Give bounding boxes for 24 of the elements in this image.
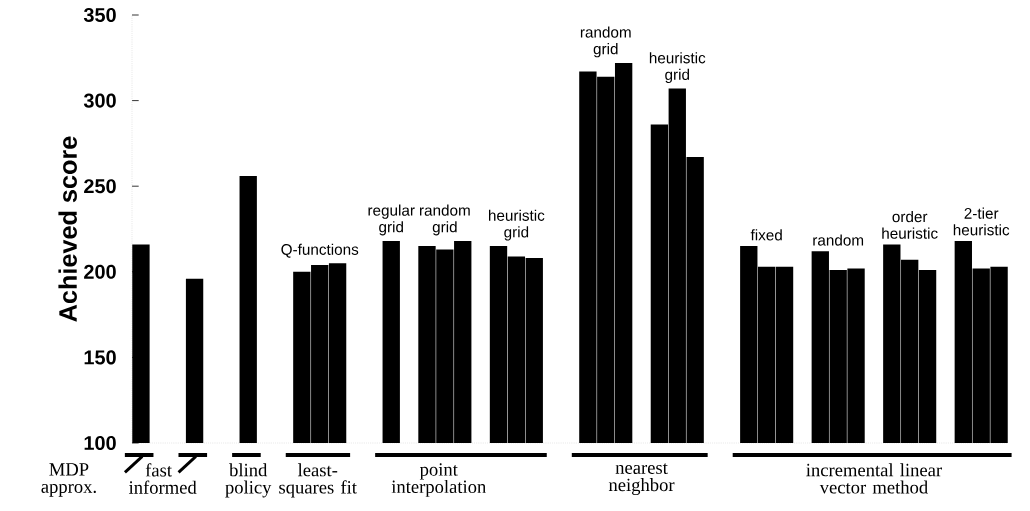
- annotation: regular grid: [368, 204, 415, 236]
- y-axis-title: Achieved score: [58, 136, 77, 322]
- y-tick-label: 350: [83, 7, 116, 23]
- y-tick-label: 200: [84, 264, 116, 279]
- annotation: random grid: [419, 204, 470, 236]
- annotation: 2-tier heuristic: [953, 207, 1010, 236]
- text: point interpolation: [391, 463, 486, 497]
- y-tick-label: 150: [84, 350, 116, 365]
- annotation: heuristic grid: [489, 209, 545, 241]
- annotation: Q-functions: [281, 243, 359, 258]
- text: MDP approx.: [41, 463, 96, 497]
- text: fast informed: [128, 463, 197, 494]
- text: nearest neighbor: [608, 463, 675, 496]
- text: least-squares fit: [279, 463, 357, 498]
- text: blind policy: [225, 463, 272, 498]
- annotation: random grid: [580, 26, 631, 58]
- y-tick-label: 100: [84, 435, 116, 451]
- text: incremental linear vector method: [806, 463, 942, 494]
- annotation: fixed: [750, 229, 782, 241]
- annotation: random: [813, 234, 864, 246]
- y-tick-label: 300: [83, 93, 116, 108]
- annotation: heuristic grid: [649, 52, 706, 84]
- y-tick-label: 250: [84, 179, 116, 194]
- annotation: order heuristic: [882, 210, 938, 239]
